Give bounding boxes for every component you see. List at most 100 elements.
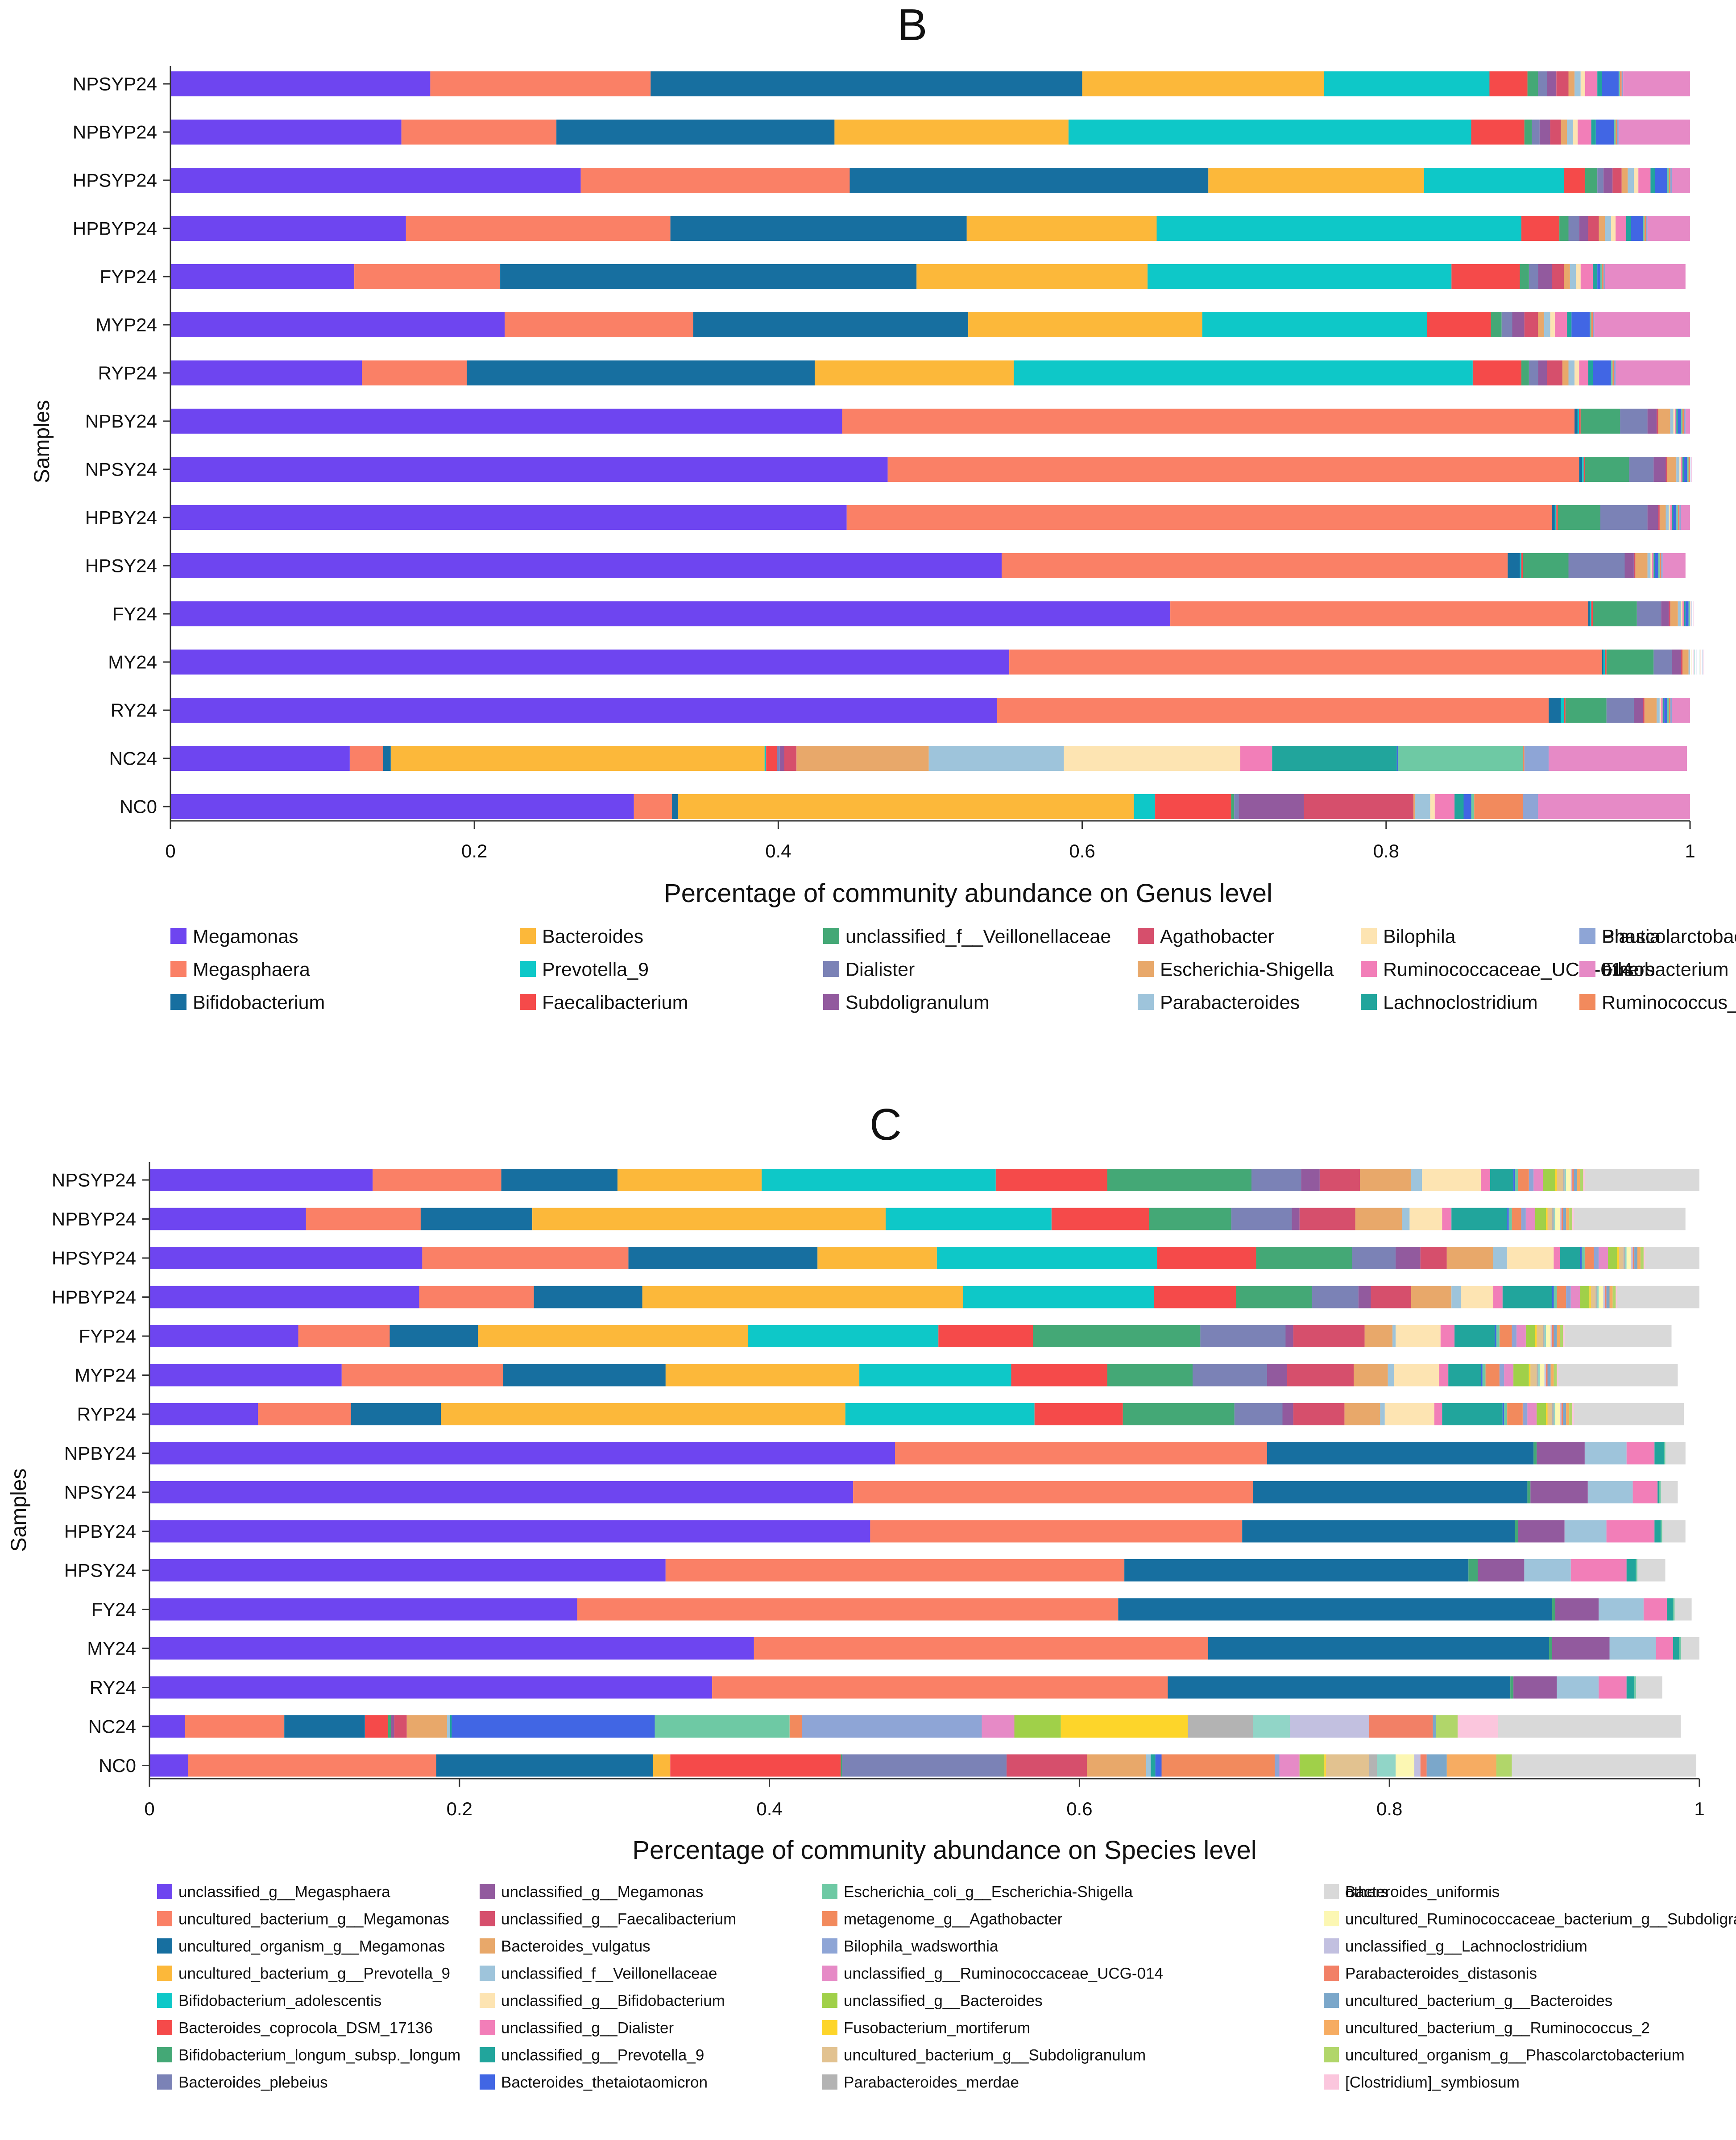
bar-segment-FYP24-17 <box>1602 264 1603 289</box>
bar-segment-NPBY24-7 <box>1620 409 1648 434</box>
bar-segment-HPSY24-18 <box>1661 553 1663 578</box>
bar-segment-FYP24-14 <box>1454 1325 1495 1347</box>
bar-segment-FYP24-16 <box>1496 1325 1500 1347</box>
bar-segment-FYP24-3 <box>916 264 1148 289</box>
bar-segment-NPSYP24-26 <box>1570 1169 1573 1191</box>
bar-segment-HPSY24-0 <box>149 1559 666 1581</box>
bar-segment-NC0-21 <box>1324 1754 1326 1777</box>
bar-segment-FY24-19 <box>1693 601 1694 626</box>
legend-swatch-4 <box>157 1993 172 2008</box>
bar-segment-HPBY24-6 <box>1558 505 1601 530</box>
bar-segment-NC24-31 <box>1458 1715 1498 1738</box>
bar-segment-NPBY24-8 <box>1537 1442 1585 1465</box>
bar-segment-HPSYP24-1 <box>580 168 850 193</box>
sample-label-NPBYP24: NPBYP24 <box>52 1209 136 1229</box>
bar-segment-NPSYP24-0 <box>170 71 431 96</box>
bar-segment-RY24-13 <box>1661 698 1663 723</box>
bar-segment-FYP24-1 <box>354 264 501 289</box>
sample-label-HPSYP24: HPSYP24 <box>73 170 157 191</box>
bar-segment-FYP24-18 <box>1603 264 1605 289</box>
legend-swatch-8 <box>823 994 839 1010</box>
bar-segment-FY24-11 <box>1678 601 1681 626</box>
bar-segment-NPSYP24-15 <box>1602 71 1619 96</box>
bar-segment-NC24-0 <box>149 1715 185 1738</box>
bar-segment-HPSY24-13 <box>1652 553 1654 578</box>
legend-label-3: Bacteroides <box>542 926 643 947</box>
bar-segment-FY24-7 <box>1637 601 1661 626</box>
bar-segment-HPBY24-11 <box>1564 1520 1607 1543</box>
bar-segment-NPBYP24-5 <box>1471 120 1525 145</box>
bar-segment-HPBYP24-13 <box>1493 1286 1503 1308</box>
bar-segment-MYP24-18 <box>1499 1364 1504 1387</box>
bar-segment-NPBYP24-23 <box>1552 1208 1554 1230</box>
bar-segment-RY24-0 <box>149 1676 713 1699</box>
bar-segment-RY24-6 <box>1565 698 1607 723</box>
bar-segment-FYP24-3 <box>478 1325 748 1347</box>
bar-segment-HPSYP24-4 <box>936 1247 1157 1269</box>
bar-segment-HPBYP24-5 <box>1154 1286 1236 1308</box>
bar-segment-MYP24-20 <box>1513 1364 1529 1387</box>
bar-segment-NPBYP24-20 <box>1535 1208 1546 1230</box>
legend-label-10: Bacteroides_vulgatus <box>501 1938 650 1955</box>
bar-segment-FYP24-8 <box>1285 1325 1293 1347</box>
legend-label-4: Prevotella_9 <box>542 959 649 980</box>
bar-segment-HPSY24-1 <box>1002 553 1508 578</box>
bar-segment-HPSY24-12 <box>1650 553 1652 578</box>
bar-segment-NC24-5 <box>365 1715 388 1738</box>
bar-segment-FYP24-12 <box>1576 264 1581 289</box>
genus-bars <box>170 71 1704 819</box>
bar-segment-HPBYP24-10 <box>1411 1286 1452 1308</box>
bar-segment-NC0-2 <box>672 794 678 819</box>
bar-segment-NPSYP24-13 <box>1585 71 1598 96</box>
legend-label-28: uncultured_bacterium_g__Bacteroides <box>1345 1992 1612 2010</box>
bar-segment-NPBYP24-2 <box>420 1208 532 1230</box>
bar-segment-FYP24-5 <box>1451 264 1520 289</box>
bar-segment-NPBY24-10 <box>1658 409 1670 434</box>
bar-segment-NC24-6 <box>388 1715 391 1738</box>
legend-swatch-2 <box>157 1938 172 1954</box>
bar-segment-RYP24-10 <box>1562 360 1569 385</box>
bar-segment-FYP24-28 <box>1554 1325 1557 1347</box>
bar-segment-NPBY24-16 <box>1681 409 1682 434</box>
bar-segment-NC24-26 <box>1290 1715 1370 1738</box>
bar-segment-NPBYP24-8 <box>1539 120 1550 145</box>
bar-segment-RYP24-5 <box>1034 1403 1123 1425</box>
bar-segment-NPSY24-6 <box>1585 457 1629 482</box>
bar-segment-RYP24-11 <box>1380 1403 1385 1425</box>
legend-swatch-14 <box>1361 994 1377 1010</box>
bar-segment-FY24-12 <box>1681 601 1682 626</box>
legend-swatch-9 <box>480 1911 495 1926</box>
bar-segment-HPSYP24-16 <box>1582 1247 1585 1269</box>
bar-segment-FYP24-14 <box>1593 264 1598 289</box>
bar-segment-MYP24-6 <box>1491 312 1502 337</box>
x-tick-label-0.4: 0.4 <box>765 840 791 861</box>
bar-segment-NPSYP24-6 <box>1107 1169 1251 1191</box>
legend-swatch-10 <box>1138 961 1154 977</box>
bar-segment-NPSY24-1 <box>887 457 1579 482</box>
bar-segment-RYP24-7 <box>1234 1403 1283 1425</box>
bar-segment-MY24-6 <box>1606 650 1654 675</box>
bar-segment-NPSYP24-1 <box>373 1169 501 1191</box>
bar-segment-NC24-3 <box>390 746 765 771</box>
bar-segment-HPBYP24-19 <box>1570 1286 1580 1308</box>
bar-segment-NC24-12 <box>1064 746 1240 771</box>
bar-segment-NPSYP24-32 <box>1584 1169 1699 1191</box>
bar-segment-NPBYP24-29 <box>1566 1208 1570 1230</box>
legend-label-14: Lachnoclostridium <box>1383 992 1538 1013</box>
bar-segment-MYP24-9 <box>1524 312 1538 337</box>
bar-segment-HPBYP24-18 <box>1646 216 1648 241</box>
bar-segment-HPSYP24-10 <box>1621 168 1628 193</box>
bar-segment-NPBY24-11 <box>1584 1442 1627 1465</box>
bar-segment-NPSYP24-7 <box>1251 1169 1301 1191</box>
bar-segment-NC0-0 <box>149 1754 188 1777</box>
sample-label-RYP24: RYP24 <box>77 1404 136 1425</box>
bar-segment-HPBYP24-4 <box>1156 216 1521 241</box>
bar-segment-NPSYP24-17 <box>1620 71 1622 96</box>
bar-segment-FYP24-26 <box>1550 1325 1552 1347</box>
bar-segment-NC0-13 <box>1434 794 1455 819</box>
bar-segment-NPSY24-32 <box>1661 1481 1678 1503</box>
bar-segment-HPBY24-1 <box>846 505 1552 530</box>
bar-segment-NPBYP24-32 <box>1574 1208 1686 1230</box>
bar-segment-NC24-27 <box>1369 1715 1433 1738</box>
bar-segment-NC24-0 <box>170 746 350 771</box>
